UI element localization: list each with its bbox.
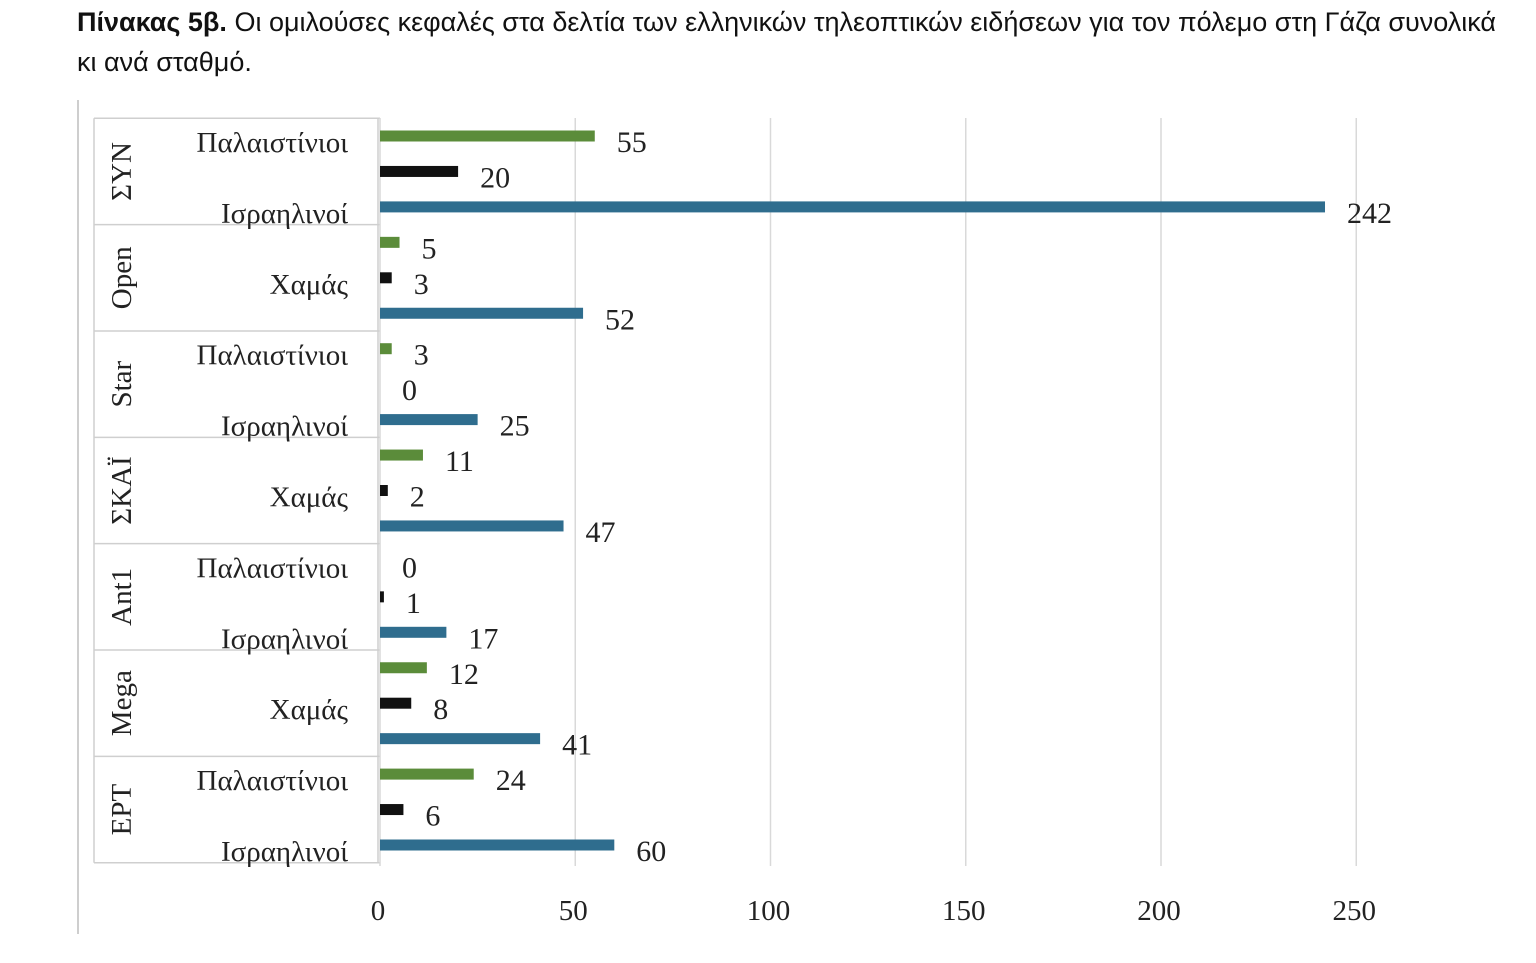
group-label-συν: ΣΥΝ	[106, 142, 138, 201]
category-label-ισραηλινοί: Ισραηλινοί	[221, 198, 348, 230]
group-labels: ΣΥΝ Open Star ΣΚΑΪ Ant1 Mega ΕΡΤ	[106, 142, 138, 835]
value-label-ant1-χαμάς: 1	[406, 587, 421, 620]
bar-star-παλαιστίνιοι	[380, 343, 392, 355]
value-label-συν-χαμάς: 20	[480, 161, 510, 194]
bar-σκαϊ-χαμάς	[380, 485, 388, 496]
bar-ant1-ισραηλινοί	[380, 626, 447, 638]
value-label-ant1-παλαιστίνιοι: 0	[402, 551, 417, 584]
category-label-παλαιστίνιοι: Παλαιστίνιοι	[197, 765, 349, 797]
category-labels: Παλαιστίνιοι Ισραηλινοί Χαμάς Παλαιστίνιοι Ι…	[197, 127, 349, 868]
bar-συν-ισραηλινοί	[380, 201, 1326, 213]
category-label-παλαιστίνιοι: Παλαιστίνιοι	[197, 340, 349, 372]
bar-star-ισραηλινοί	[380, 414, 478, 426]
bar-σκαϊ-ισραηλινοί	[380, 520, 564, 532]
value-label-mega-χαμάς: 8	[433, 693, 448, 726]
x-axis-ticks: 0 50 100 150 200 250	[371, 895, 1376, 927]
x-tick-0: 0	[371, 895, 386, 927]
bar-open-χαμάς	[380, 272, 392, 284]
value-label-open-παλαιστίνιοι: 5	[422, 232, 437, 265]
category-label-ισραηλινοί: Ισραηλινοί	[221, 836, 348, 868]
group-label-star: Star	[106, 360, 138, 407]
value-label-star-παλαιστίνιοι: 3	[414, 339, 429, 372]
group-label-σκαϊ: ΣΚΑΪ	[106, 456, 138, 524]
value-label-ερτ-παλαιστίνιοι: 24	[496, 764, 526, 797]
value-label-ant1-ισραηλινοί: 17	[468, 622, 498, 655]
bar-mega-ισραηλινοί	[380, 733, 541, 745]
bar-open-ισραηλινοί	[380, 307, 584, 319]
category-label-χαμάς: Χαμάς	[270, 482, 349, 514]
category-label-χαμάς: Χαμάς	[270, 269, 349, 301]
group-label-ερτ: ΕΡΤ	[106, 783, 138, 835]
category-label-παλαιστίνιοι: Παλαιστίνιοι	[197, 552, 349, 584]
bar-ερτ-χαμάς	[380, 804, 404, 816]
value-label-ερτ-ισραηλινοί: 60	[636, 835, 666, 868]
bar-ερτ-παλαιστίνιοι	[380, 768, 474, 780]
bar-mega-παλαιστίνιοι	[380, 662, 427, 674]
x-tick-200: 200	[1137, 895, 1181, 927]
value-label-mega-ισραηλινοί: 41	[562, 729, 592, 762]
bar-συν-παλαιστίνιοι	[380, 130, 595, 142]
x-tick-150: 150	[942, 895, 986, 927]
category-label-ισραηλινοί: Ισραηλινοί	[221, 623, 348, 655]
category-label-παλαιστίνιοι: Παλαιστίνιοι	[197, 127, 349, 159]
group-label-open: Open	[106, 246, 138, 309]
group-label-mega: Mega	[106, 670, 138, 736]
bar-open-παλαιστίνιοι	[380, 236, 400, 248]
bar-mega-χαμάς	[380, 697, 412, 709]
value-label-open-χαμάς: 3	[414, 268, 429, 301]
gridlines	[379, 118, 1357, 866]
value-label-open-ισραηλινοί: 52	[605, 303, 635, 336]
category-label-χαμάς: Χαμάς	[270, 694, 349, 726]
value-label-star-χαμάς: 0	[402, 374, 417, 407]
bar-ερτ-ισραηλινοί	[380, 839, 615, 851]
value-label-συν-ισραηλινοί: 242	[1347, 197, 1392, 230]
x-tick-50: 50	[559, 895, 588, 927]
value-label-σκαϊ-παλαιστίνιοι: 11	[445, 445, 474, 478]
value-label-ερτ-χαμάς: 6	[425, 800, 440, 833]
bar-συν-χαμάς	[380, 165, 459, 177]
bar-ant1-χαμάς	[380, 591, 384, 603]
bars	[380, 130, 1326, 851]
bar-σκαϊ-παλαιστίνιοι	[380, 449, 423, 461]
x-tick-250: 250	[1333, 895, 1377, 927]
group-label-ant1: Ant1	[106, 568, 138, 626]
category-label-ισραηλινοί: Ισραηλινοί	[221, 411, 348, 443]
value-label-mega-παλαιστίνιοι: 12	[449, 658, 479, 691]
chart-frame	[77, 100, 380, 934]
caption-lead: Πίνακας 5β.	[77, 7, 227, 37]
value-label-star-ισραηλινοί: 25	[500, 410, 530, 443]
value-label-σκαϊ-χαμάς: 2	[410, 481, 425, 514]
value-label-σκαϊ-ισραηλινοί: 47	[586, 516, 616, 549]
value-label-συν-παλαιστίνιοι: 55	[617, 126, 647, 159]
caption-text: Οι ομιλούσες κεφαλές στα δελτία των ελλη…	[77, 7, 1497, 77]
x-tick-100: 100	[747, 895, 791, 927]
figure-caption: Πίνακας 5β. Οι ομιλούσες κεφαλές στα δελ…	[77, 2, 1497, 82]
